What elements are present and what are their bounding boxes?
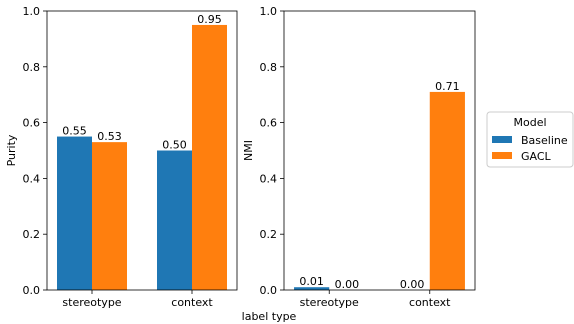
y-tick-label: 0.2 [260,228,278,241]
y-tick-label: 0.4 [260,172,278,185]
y-axis-label: NMI [242,140,255,161]
chart-panel-1: 0.0 0.2 0.4 0.6 0.8 1.0 0.55 0.50 0.53 0.95 stereo… [5,5,238,309]
x-tick-label: context [409,296,451,309]
bar-baseline-context [157,150,192,290]
bar-data-label: 0.95 [197,13,222,26]
x-tick-label: stereotype [62,296,121,309]
bar-gacl-stereotype [92,142,127,290]
bar-baseline-stereotype [294,287,330,290]
axes-frame [283,10,476,291]
y-tick-label: 0.8 [260,61,278,74]
y-tick-label: 0.4 [23,172,41,185]
bar-gacl-context [192,24,227,290]
y-tick-label: 0.6 [260,117,278,130]
bar-gacl-context [429,91,465,290]
legend-title: Model [513,116,546,129]
chart-panel-2: 0.0 0.2 0.4 0.6 0.8 1.0 0.01 0.00 0.00 0.71 stereo… [242,5,476,309]
bar-data-label: 0.01 [299,275,324,288]
y-axis-label: Purity [5,134,18,166]
bar-baseline-stereotype [57,136,92,290]
legend-label-baseline: Baseline [521,134,568,147]
legend-swatch-baseline [492,136,512,143]
x-tick-label: stereotype [300,296,359,309]
legend-swatch-gacl [492,152,512,159]
y-tick-label: 0.8 [23,61,41,74]
bar-data-label: 0.00 [400,278,425,291]
bar-data-label: 0.71 [435,80,460,93]
shared-x-axis-label: label type [242,310,297,323]
legend: Model Baseline GACL [486,111,574,168]
bar-data-label: 0.00 [335,278,360,291]
y-tick-label: 0.6 [23,117,41,130]
bar-data-label: 0.50 [162,139,187,152]
bar-data-label: 0.53 [97,130,122,143]
axes-frame [46,10,238,291]
y-tick-label: 0.0 [260,284,278,297]
y-tick-label: 1.0 [23,5,41,18]
y-tick-label: 0.2 [23,228,41,241]
y-tick-label: 0.0 [23,284,41,297]
x-tick-label: context [171,296,213,309]
y-tick-label: 1.0 [260,5,278,18]
bar-data-label: 0.55 [62,125,87,138]
legend-label-gacl: GACL [521,150,552,163]
